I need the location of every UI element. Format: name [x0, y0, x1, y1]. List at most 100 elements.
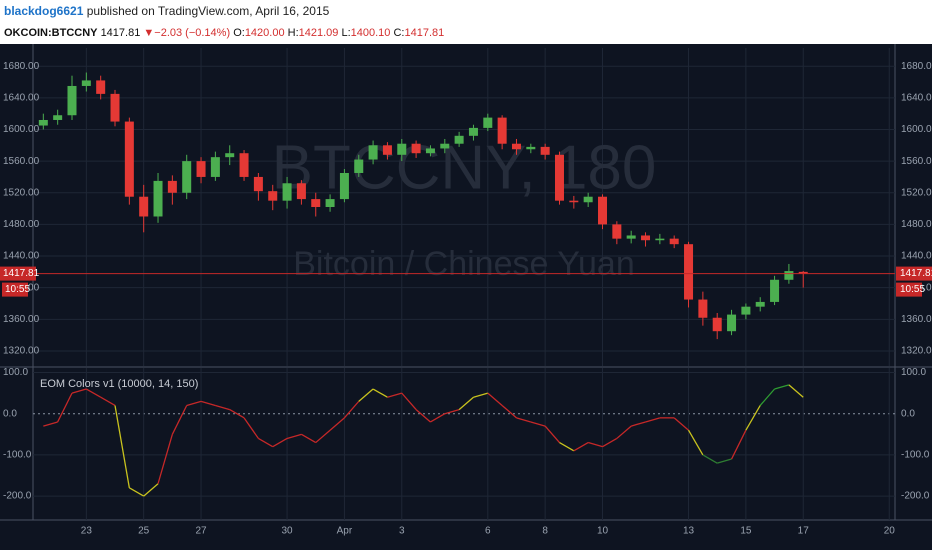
indicator-segment — [215, 404, 230, 411]
indicator-segment — [473, 392, 488, 398]
indicator-segment — [272, 437, 288, 448]
low: 1400.10 — [350, 27, 391, 39]
candle-body — [798, 271, 808, 274]
candle-body — [612, 224, 622, 239]
indicator-segment — [358, 388, 374, 402]
x-tick-label: Apr — [337, 526, 353, 537]
indicator-segment — [487, 392, 503, 406]
indicator-segment — [530, 421, 546, 427]
high: 1421.09 — [298, 27, 339, 39]
indicator-segment — [717, 458, 732, 464]
x-tick-label: 8 — [542, 526, 548, 537]
candle-body — [325, 199, 335, 207]
o-label: O: — [233, 27, 245, 39]
candle-body — [282, 183, 292, 201]
indicator-segment — [329, 417, 345, 431]
indicator-segment — [759, 388, 776, 406]
ticker-bar: OKCOIN:BTCCNY 1417.81 ▼−2.03 (−0.14%) O:… — [0, 22, 932, 44]
last-price-tag — [896, 266, 932, 281]
indicator-segment — [602, 437, 618, 448]
candle-body — [770, 279, 780, 302]
header: blackdog6621 published on TradingView.co… — [0, 0, 932, 22]
y-tick-label: 1320.00 — [901, 346, 932, 357]
indicator-segment — [673, 417, 689, 431]
candle-body — [311, 199, 321, 207]
candle-body — [569, 200, 579, 203]
indicator-segment — [243, 417, 259, 439]
candle-body — [583, 196, 593, 203]
l-label: L: — [341, 27, 351, 39]
last-price-tag — [0, 266, 36, 281]
candle-body — [167, 180, 177, 193]
indicator-segment — [86, 388, 101, 398]
y-tick-label: 100.0 — [3, 367, 28, 378]
candle-body — [67, 85, 77, 116]
candle-body — [153, 180, 163, 217]
indicator-segment — [702, 454, 718, 464]
candle-body — [511, 143, 521, 150]
indicator-segment — [171, 405, 188, 435]
indicator-segment — [387, 392, 402, 398]
published: published on TradingView.com, April 16, … — [86, 4, 330, 18]
candle-body — [698, 299, 708, 318]
h-label: H: — [287, 27, 299, 39]
candle-body — [554, 154, 564, 201]
y-tick-label: 1600.00 — [3, 124, 40, 135]
indicator-segment — [774, 384, 790, 390]
last-time-tag — [2, 282, 28, 297]
x-tick-label: 10 — [597, 526, 609, 537]
candle-body — [368, 145, 378, 160]
candle-body — [53, 115, 63, 120]
indicator-segment — [559, 441, 575, 452]
candle-body — [96, 80, 106, 94]
y-tick-label: -100.0 — [3, 450, 32, 461]
indicator-segment — [43, 421, 58, 427]
last-price-label: 1417.81 — [3, 268, 40, 279]
symbol: OKCOIN:BTCCNY — [4, 27, 98, 39]
indicator-segment — [200, 400, 216, 407]
y-tick-label: 100.0 — [901, 367, 926, 378]
candle-body — [454, 135, 464, 144]
indicator-title: EOM Colors v1 (10000, 14, 150) — [40, 378, 198, 390]
candle-body — [397, 143, 407, 155]
last-time-label: 10:55 — [900, 284, 925, 295]
y-tick-label: 1360.00 — [3, 314, 40, 325]
candle-body — [225, 153, 235, 158]
author[interactable]: blackdog6621 — [4, 4, 84, 18]
candle-body — [626, 235, 636, 239]
indicator-segment — [745, 405, 761, 431]
watermark-subtitle: Bitcoin / Chinese Yuan — [293, 245, 635, 283]
indicator-segment — [458, 396, 474, 411]
candle-body — [669, 238, 679, 245]
x-tick-label: 3 — [399, 526, 405, 537]
x-tick-label: 23 — [81, 526, 93, 537]
y-tick-label: 1520.00 — [3, 187, 40, 198]
y-tick-label: -200.0 — [3, 491, 32, 502]
candle-body — [598, 196, 608, 225]
indicator-segment — [631, 421, 646, 427]
indicator-segment — [788, 384, 804, 398]
x-tick-label: 30 — [282, 526, 294, 537]
arrow: ▼ — [143, 27, 155, 39]
y-tick-label: 1640.00 — [901, 92, 932, 103]
candle-body — [655, 238, 665, 241]
x-tick-label: 25 — [138, 526, 150, 537]
close: 1417.81 — [404, 27, 445, 39]
y-tick-label: 1440.00 — [3, 251, 40, 262]
indicator-segment — [616, 425, 632, 439]
indicator-segment — [229, 409, 245, 419]
y-tick-label: 1560.00 — [901, 156, 932, 167]
indicator-segment — [687, 429, 704, 456]
x-tick-label: 15 — [740, 526, 752, 537]
watermark: BTCCNY, 180 — [272, 133, 657, 202]
candle-body — [727, 314, 737, 332]
y-tick-label: -100.0 — [901, 450, 930, 461]
candle-body — [124, 121, 134, 197]
candle-body — [38, 119, 48, 126]
indicator-segment — [372, 388, 388, 398]
y-tick-label: 1600.00 — [901, 124, 932, 135]
indicator-segment — [57, 392, 73, 423]
candle-body — [354, 159, 364, 173]
change: −2.03 (−0.14%) — [154, 27, 231, 39]
x-tick-label: 13 — [683, 526, 695, 537]
